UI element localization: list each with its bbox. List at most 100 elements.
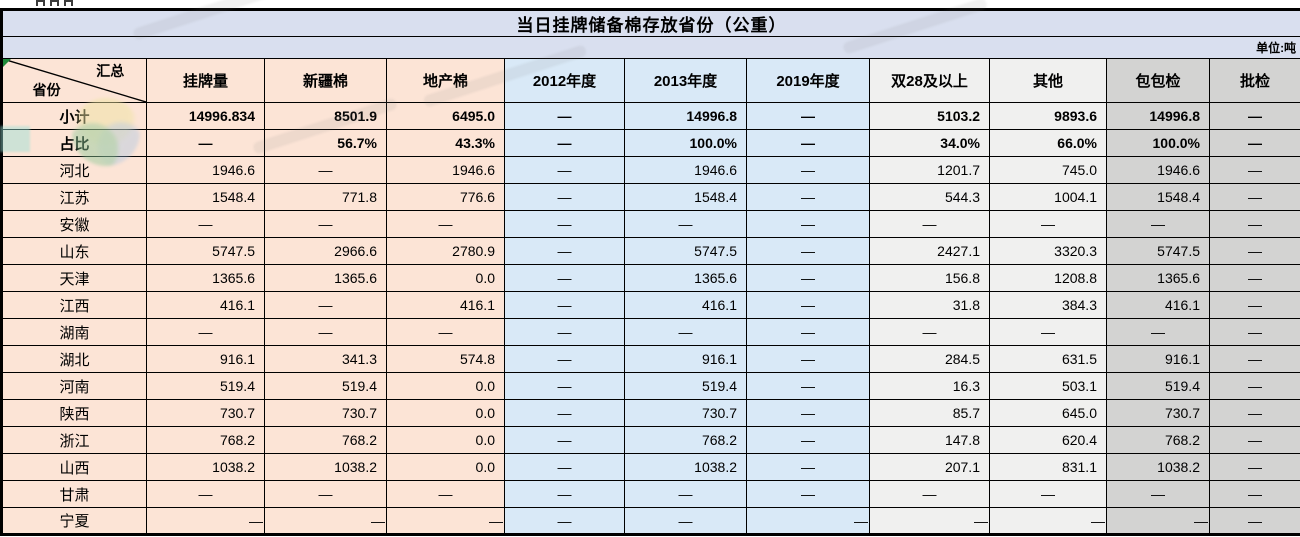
table-row: 河南 519.4 519.4 0.0—519.4—16.3 503.1 519.4—: [1, 372, 1300, 400]
row-label: 山西: [1, 453, 147, 481]
cell: —: [1208, 426, 1300, 454]
cell: 8501.9: [264, 102, 387, 130]
cell: 574.8: [386, 345, 505, 373]
cell: 100.0%: [1106, 129, 1210, 157]
table-row: 山西 1038.2 1038.2 0.0—1038.2—207.1 831.1 1038.…: [1, 453, 1300, 481]
cell: —: [746, 264, 870, 292]
row-label: 江苏: [1, 183, 147, 211]
cell: —: [746, 345, 870, 373]
title-row: 当日挂牌储备棉存放省份（公重）: [0, 9, 1300, 37]
cell: —: [1208, 264, 1300, 292]
cell: 768.2: [264, 426, 387, 454]
cell: —: [746, 426, 870, 454]
cell: 5747.5: [1106, 237, 1210, 265]
row-label: 河北: [1, 156, 147, 184]
cell: 831.1: [989, 453, 1107, 481]
column-header: 2019年度: [746, 58, 870, 103]
cell: —: [386, 507, 505, 535]
column-header: 包包检: [1106, 58, 1210, 103]
cell: 31.8: [869, 291, 990, 319]
cell: —: [504, 345, 625, 373]
table-row: 占比 —56.7% 43.3% —100.0% —34.0% 66.0% 100.0% —: [1, 129, 1300, 157]
column-header: 2012年度: [504, 58, 625, 103]
table-row: 宁夏 — — — — — — — — — —: [1, 507, 1300, 535]
cell: —: [746, 129, 870, 157]
cell: 207.1: [869, 453, 990, 481]
cell: 9893.6: [989, 102, 1107, 130]
cell: 100.0%: [624, 129, 747, 157]
cell: —: [504, 237, 625, 265]
cell: —: [504, 426, 625, 454]
cell: 519.4: [1106, 372, 1210, 400]
corner-label-summary: 汇总: [96, 63, 125, 79]
cell: 916.1: [624, 345, 747, 373]
cell: —: [504, 183, 625, 211]
cell: —: [746, 183, 870, 211]
column-header: 新疆棉: [264, 58, 387, 103]
cell: 0.0: [386, 264, 505, 292]
cell: 1946.6: [386, 156, 505, 184]
cell: —: [746, 102, 870, 130]
cell: 1038.2: [146, 453, 265, 481]
cell: —: [1106, 507, 1210, 535]
cell: 0.0: [386, 426, 505, 454]
cell: —: [746, 237, 870, 265]
row-label: 占比: [1, 129, 147, 157]
cell: 1548.4: [1106, 183, 1210, 211]
column-header: 其他: [989, 58, 1107, 103]
cell: —: [1208, 345, 1300, 373]
cell: —: [264, 210, 387, 238]
cell: —: [386, 318, 505, 346]
cell: 730.7: [1106, 399, 1210, 427]
column-header-row: 汇总 省份 挂牌量 新疆棉 地产棉 2012年度 2013年度 2019年度 双28及以上其…: [1, 58, 1300, 103]
cell: 5103.2: [869, 102, 990, 130]
cell: —: [264, 291, 387, 319]
cell: —: [1208, 399, 1300, 427]
cell: 14996.8: [1106, 102, 1210, 130]
cell: —: [1208, 507, 1300, 535]
row-label: 湖南: [1, 318, 147, 346]
column-header: 双28及以上: [869, 58, 990, 103]
cell: —: [504, 264, 625, 292]
cell: —: [264, 480, 387, 508]
cell: 1004.1: [989, 183, 1107, 211]
cell: 1365.6: [624, 264, 747, 292]
cell: —: [869, 480, 990, 508]
cell: —: [1208, 372, 1300, 400]
cell: 1946.6: [146, 156, 265, 184]
cell: 16.3: [869, 372, 990, 400]
diagonal-line: [3, 59, 146, 102]
cell: —: [1208, 102, 1300, 130]
cell: —: [504, 507, 625, 535]
cell: 341.3: [264, 345, 387, 373]
cell: 1365.6: [1106, 264, 1210, 292]
cell: 1208.8: [989, 264, 1107, 292]
cell: 2966.6: [264, 237, 387, 265]
table-row: 河北 1946.6—1946.6—1946.6—1201.7 745.0 1946.6…: [1, 156, 1300, 184]
column-header: 批检: [1208, 58, 1300, 103]
cell: —: [1208, 453, 1300, 481]
table-row: 浙江 768.2 768.2 0.0—768.2—147.8 620.4 768.2—: [1, 426, 1300, 454]
cell: —: [504, 453, 625, 481]
cell: —: [146, 210, 265, 238]
row-label: 小计: [1, 102, 147, 130]
table-row: 天津 1365.6 1365.6 0.0—1365.6—156.8 1208.8 1365…: [1, 264, 1300, 292]
cell: —: [989, 507, 1107, 535]
cell: 416.1: [1106, 291, 1210, 319]
cell: 1365.6: [146, 264, 265, 292]
cell: —: [504, 291, 625, 319]
cell: 6495.0: [386, 102, 505, 130]
cell: 776.6: [386, 183, 505, 211]
cell: 730.7: [624, 399, 747, 427]
cell: —: [146, 318, 265, 346]
cell: —: [1106, 210, 1210, 238]
cell: 43.3%: [386, 129, 505, 157]
corner-header-cell: 汇总 省份: [1, 58, 147, 103]
cell: 0.0: [386, 372, 505, 400]
cell: —: [1208, 237, 1300, 265]
unit-label: 单位:吨: [0, 36, 1300, 59]
cell: —: [746, 291, 870, 319]
cell: 1946.6: [1106, 156, 1210, 184]
table-row: 江苏 1548.4 771.8 776.6—1548.4—544.3 1004.1 154…: [1, 183, 1300, 211]
cell: —: [504, 318, 625, 346]
